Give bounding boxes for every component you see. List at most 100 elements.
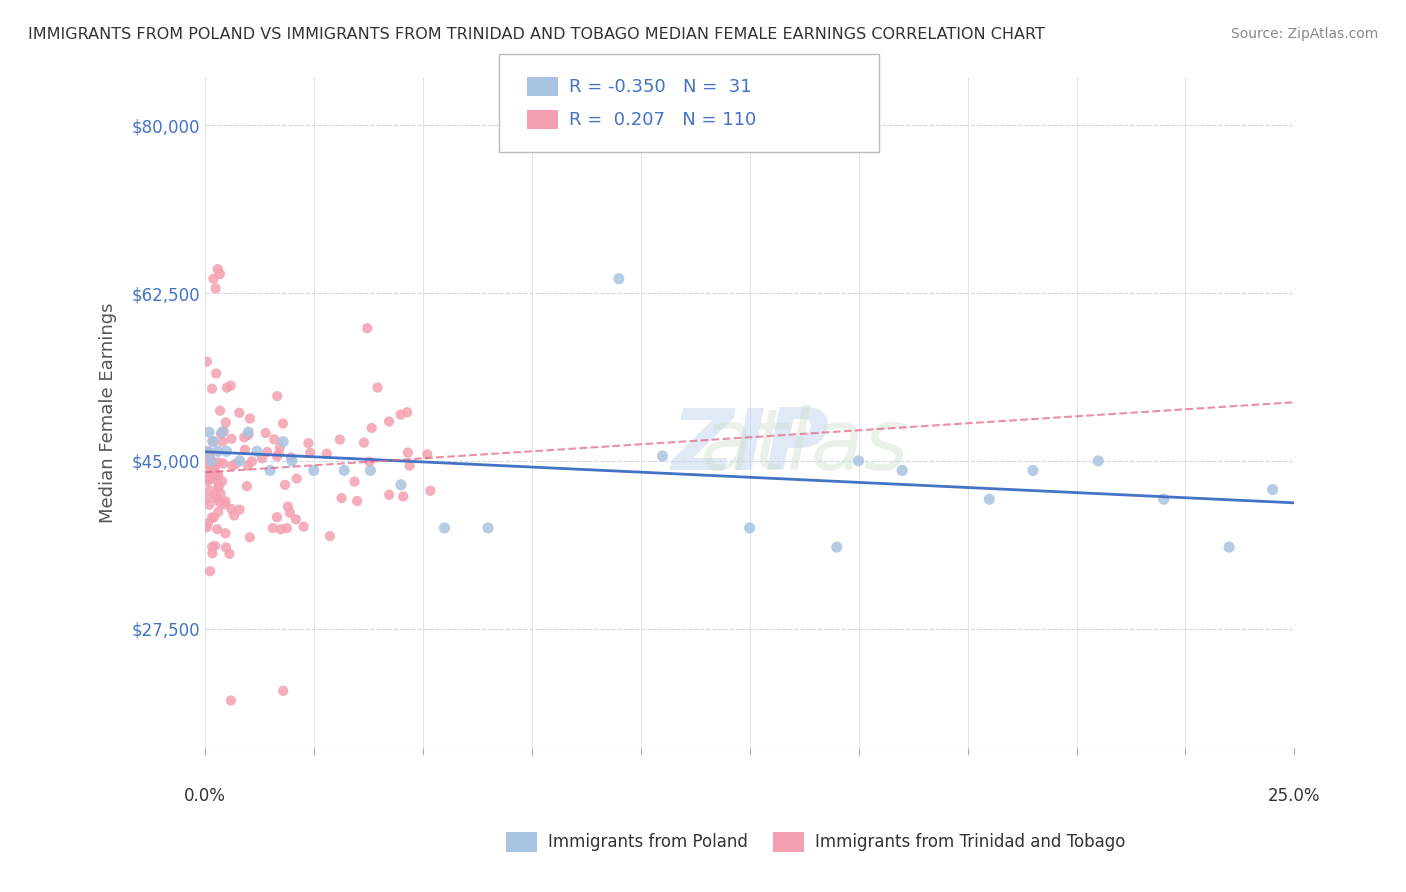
Point	[221, 458, 243, 473]
Point	[212, 457, 235, 471]
Point	[266, 510, 288, 524]
Text: Immigrants from Trinidad and Tobago: Immigrants from Trinidad and Tobago	[815, 833, 1126, 851]
Y-axis label: Median Female Earnings: Median Female Earnings	[100, 302, 117, 524]
Point	[212, 424, 235, 438]
Point	[228, 406, 250, 420]
Point	[1218, 540, 1240, 554]
Point	[233, 430, 256, 444]
Point	[207, 262, 229, 277]
Point	[202, 271, 225, 285]
Point	[207, 455, 229, 469]
Point	[200, 467, 222, 482]
Point	[356, 321, 378, 335]
Point	[207, 522, 229, 536]
Text: Immigrants from Poland: Immigrants from Poland	[548, 833, 748, 851]
Point	[359, 455, 381, 469]
Text: 0.0%: 0.0%	[184, 787, 226, 805]
Point	[215, 444, 238, 458]
Point	[195, 520, 218, 534]
Point	[208, 495, 231, 509]
Point	[200, 454, 222, 468]
Point	[195, 354, 218, 368]
Point	[211, 434, 233, 449]
Point	[389, 478, 412, 492]
Point	[215, 541, 238, 555]
Point	[215, 416, 238, 430]
Point	[198, 450, 221, 464]
Point	[202, 510, 225, 524]
Point	[315, 447, 337, 461]
Point	[207, 468, 229, 483]
Point	[285, 472, 308, 486]
Point	[214, 498, 236, 512]
Point	[236, 479, 259, 493]
Point	[297, 436, 319, 450]
Point	[353, 435, 375, 450]
Point	[198, 453, 221, 467]
Point	[214, 494, 236, 508]
Point	[359, 463, 381, 477]
Point	[201, 434, 224, 449]
Point	[825, 540, 848, 554]
Text: R =  0.207   N = 110: R = 0.207 N = 110	[569, 111, 756, 128]
Point	[477, 521, 499, 535]
Point	[204, 488, 226, 502]
Text: Source: ZipAtlas.com: Source: ZipAtlas.com	[1230, 27, 1378, 41]
Point	[343, 475, 366, 489]
Point	[1087, 454, 1109, 468]
Point	[278, 506, 301, 520]
Point	[233, 442, 256, 457]
Point	[254, 425, 277, 440]
Point	[195, 444, 218, 458]
Point	[200, 459, 222, 474]
Point	[198, 564, 221, 578]
Point	[228, 454, 250, 468]
Point	[218, 547, 240, 561]
Point	[207, 479, 229, 493]
Point	[207, 444, 229, 458]
Point	[238, 425, 260, 439]
Point	[333, 463, 356, 477]
Point	[271, 684, 294, 698]
Point	[228, 502, 250, 516]
Point	[201, 540, 224, 554]
Text: ZIP: ZIP	[671, 405, 828, 488]
Point	[738, 521, 761, 535]
Point	[201, 510, 224, 524]
Point	[271, 417, 294, 431]
Point	[198, 483, 221, 498]
Point	[419, 483, 441, 498]
Point	[205, 367, 228, 381]
Point	[378, 415, 401, 429]
Point	[266, 450, 288, 464]
Point	[209, 427, 232, 442]
Point	[263, 433, 285, 447]
Point	[195, 475, 218, 489]
Point	[198, 458, 221, 472]
Text: IMMIGRANTS FROM POLAND VS IMMIGRANTS FROM TRINIDAD AND TOBAGO MEDIAN FEMALE EARN: IMMIGRANTS FROM POLAND VS IMMIGRANTS FRO…	[28, 27, 1045, 42]
Point	[280, 450, 302, 465]
Point	[281, 454, 304, 468]
Point	[979, 492, 1001, 507]
Point	[299, 446, 322, 460]
Point	[202, 463, 225, 477]
Point	[239, 411, 262, 425]
Point	[236, 458, 259, 473]
Point	[274, 478, 297, 492]
Point	[330, 491, 353, 505]
Text: 25.0%: 25.0%	[1268, 787, 1320, 805]
Point	[197, 444, 219, 458]
Point	[246, 444, 269, 458]
Point	[329, 433, 352, 447]
Point	[211, 475, 233, 489]
Point	[219, 693, 242, 707]
Point	[208, 267, 231, 281]
Point	[215, 381, 238, 395]
Point	[389, 408, 412, 422]
Point	[209, 486, 232, 500]
Point	[367, 380, 389, 394]
Point	[259, 463, 281, 477]
Point	[198, 448, 221, 462]
Point	[207, 505, 229, 519]
Point	[240, 454, 263, 468]
